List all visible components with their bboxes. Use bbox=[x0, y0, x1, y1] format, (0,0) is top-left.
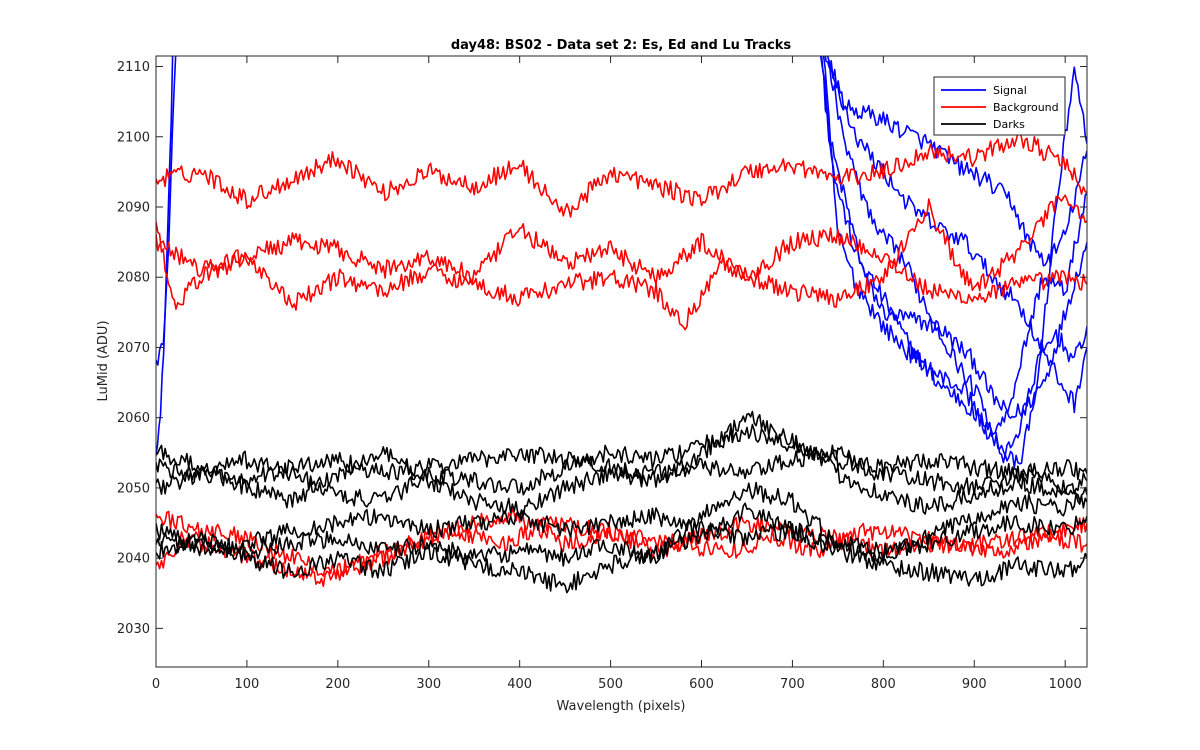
legend-label-darks: Darks bbox=[993, 118, 1025, 131]
legend-label-background: Background bbox=[993, 101, 1059, 114]
series-line-signal-7 bbox=[826, 56, 1087, 469]
legend: Signal Background Darks bbox=[933, 76, 1066, 136]
series-line-background-10 bbox=[156, 194, 1087, 331]
series-line-signal-1 bbox=[156, 56, 177, 366]
series-line-darks-17 bbox=[156, 502, 1087, 594]
x-tick-label: 100 bbox=[235, 677, 260, 692]
y-tick-label: 2050 bbox=[117, 481, 150, 496]
x-tick-label: 1000 bbox=[1049, 677, 1082, 692]
series-line-darks-15 bbox=[156, 410, 1087, 519]
y-axis-label: LuMid (ADU) bbox=[96, 320, 111, 401]
x-tick-label: 700 bbox=[780, 677, 805, 692]
series-line-signal-0 bbox=[156, 56, 174, 455]
series-line-darks-13 bbox=[156, 444, 1087, 488]
x-tick-label: 500 bbox=[598, 677, 623, 692]
series-group bbox=[156, 56, 1087, 594]
x-tick-label: 600 bbox=[689, 677, 714, 692]
series-line-signal-5 bbox=[824, 56, 1087, 268]
x-tick-label: 0 bbox=[152, 677, 160, 692]
series-line-darks-16 bbox=[156, 507, 1087, 561]
series-line-background-8 bbox=[156, 128, 1087, 218]
chart-title: day48: BS02 - Data set 2: Es, Ed and Lu … bbox=[451, 38, 792, 53]
x-tick-label: 400 bbox=[507, 677, 532, 692]
x-tick-label: 900 bbox=[962, 677, 987, 692]
legend-label-signal: Signal bbox=[993, 84, 1027, 97]
y-tick-label: 2080 bbox=[117, 271, 150, 286]
legend-box bbox=[933, 76, 1066, 136]
x-tick-label: 800 bbox=[871, 677, 896, 692]
y-tick-label: 2030 bbox=[117, 622, 150, 637]
y-tick-label: 2070 bbox=[117, 341, 150, 356]
y-tick-label: 2100 bbox=[117, 130, 150, 145]
series-line-background-9 bbox=[156, 223, 1087, 304]
y-tick-label: 2090 bbox=[117, 200, 150, 215]
ticks-group: 0 100 200 300 400 500 600 700 800 900 1000 2030 2040… bbox=[117, 56, 1087, 692]
y-tick-label: 2110 bbox=[117, 60, 150, 75]
x-tick-label: 300 bbox=[416, 677, 441, 692]
axes-box bbox=[155, 55, 1088, 668]
series-line-background-11 bbox=[156, 508, 1087, 581]
series-line-signal-6 bbox=[828, 59, 1087, 414]
x-axis-label: Wavelength (pixels) bbox=[557, 699, 686, 714]
series-line-darks-18 bbox=[156, 481, 1087, 567]
series-line-darks-14 bbox=[156, 423, 1087, 508]
y-tick-label: 2040 bbox=[117, 552, 150, 567]
x-tick-label: 200 bbox=[325, 677, 350, 692]
y-tick-label: 2060 bbox=[117, 411, 150, 426]
